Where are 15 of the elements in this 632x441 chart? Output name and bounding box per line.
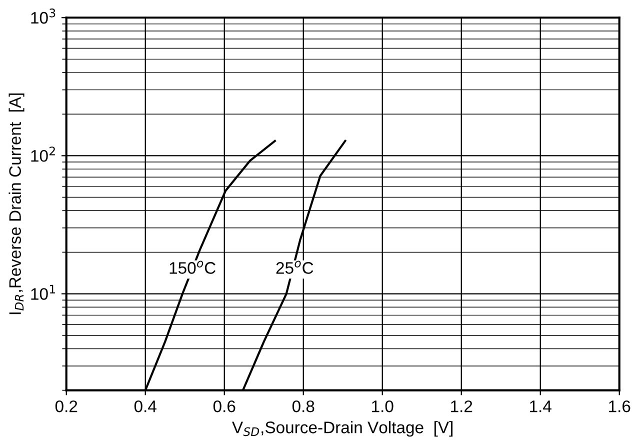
x-tick-label: 0.6 bbox=[213, 400, 236, 412]
x-tick-label: 1.4 bbox=[530, 400, 552, 412]
x-tick-label: 1.0 bbox=[372, 400, 394, 412]
annotation: 150$^{o}$C bbox=[170, 260, 216, 274]
y-tick-label: 10$^{3}$ bbox=[31, 8, 56, 24]
x-tick-label: 0.2 bbox=[55, 400, 78, 412]
x-tick-label: 0.8 bbox=[292, 400, 314, 412]
x-tick-label: 0.4 bbox=[134, 400, 156, 412]
y-tick-label: 10$^{1}$ bbox=[31, 284, 56, 300]
y-axis-title: I$_{DR}$,Reverse Drain Current [A] bbox=[8, 93, 24, 314]
x-axis-title: V$_{SD}$,Source-Drain Voltage [V] bbox=[232, 421, 452, 437]
x-tick-label: 1.6 bbox=[609, 400, 630, 412]
annotation: 25$^{o}$C bbox=[276, 260, 314, 274]
x-tick-label: 1.2 bbox=[451, 400, 472, 412]
y-tick-label: 10$^{2}$ bbox=[31, 146, 55, 162]
